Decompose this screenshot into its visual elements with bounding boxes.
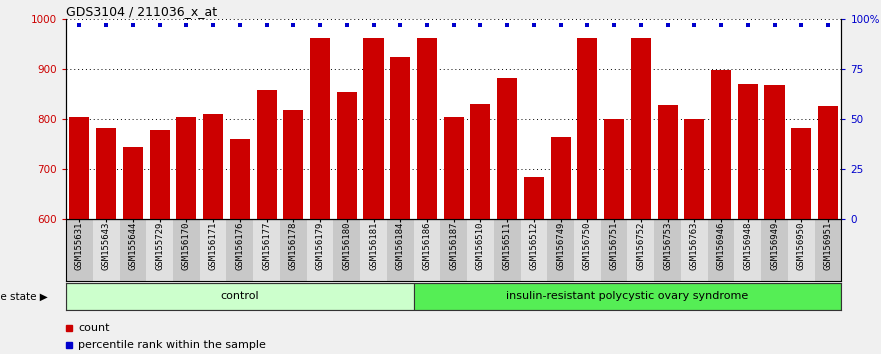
Bar <box>765 85 785 354</box>
Text: GSM156753: GSM156753 <box>663 221 672 270</box>
Text: GSM156948: GSM156948 <box>744 221 752 270</box>
Bar <box>521 219 547 281</box>
Bar <box>413 219 440 281</box>
Bar <box>707 219 735 281</box>
Text: GSM156763: GSM156763 <box>690 221 699 270</box>
Text: GSM156752: GSM156752 <box>636 221 646 270</box>
Bar <box>470 104 491 354</box>
Bar <box>150 131 170 354</box>
Bar <box>685 119 704 354</box>
Bar <box>253 219 280 281</box>
Bar <box>230 139 250 354</box>
Bar <box>307 219 333 281</box>
Text: control: control <box>220 291 259 302</box>
Text: GSM156184: GSM156184 <box>396 221 404 270</box>
Bar <box>93 219 120 281</box>
Bar <box>176 117 196 354</box>
Bar <box>547 219 574 281</box>
Text: GSM156170: GSM156170 <box>181 221 191 270</box>
Text: GSM156749: GSM156749 <box>556 221 565 270</box>
Bar <box>70 117 90 354</box>
Bar <box>146 219 173 281</box>
Text: GSM156511: GSM156511 <box>503 221 512 270</box>
Bar <box>737 85 758 354</box>
Bar <box>440 219 467 281</box>
Bar <box>631 38 651 354</box>
Bar <box>284 110 303 354</box>
Text: GSM156750: GSM156750 <box>583 221 592 270</box>
Text: count: count <box>78 322 109 332</box>
Bar <box>711 70 731 354</box>
Bar <box>657 105 677 354</box>
Bar <box>204 114 223 354</box>
Bar <box>280 219 307 281</box>
Text: GSM156186: GSM156186 <box>423 221 432 270</box>
Bar <box>390 57 411 354</box>
Bar <box>815 219 841 281</box>
Bar <box>681 219 707 281</box>
Bar <box>577 38 597 354</box>
Text: percentile rank within the sample: percentile rank within the sample <box>78 340 266 350</box>
Bar <box>627 219 655 281</box>
Text: GSM156180: GSM156180 <box>343 221 352 270</box>
Bar <box>364 38 383 354</box>
Bar <box>467 219 494 281</box>
Text: GSM156950: GSM156950 <box>796 221 806 270</box>
Bar <box>604 119 624 354</box>
Text: GDS3104 / 211036_x_at: GDS3104 / 211036_x_at <box>66 5 218 18</box>
Bar <box>574 219 601 281</box>
Bar <box>387 219 413 281</box>
Bar <box>66 219 93 281</box>
Bar <box>788 219 815 281</box>
Bar <box>333 219 360 281</box>
Bar <box>551 137 571 354</box>
Bar <box>173 219 200 281</box>
Text: GSM156187: GSM156187 <box>449 221 458 270</box>
Bar <box>413 283 841 310</box>
Text: GSM156176: GSM156176 <box>235 221 244 270</box>
Text: GSM156178: GSM156178 <box>289 221 298 270</box>
Bar <box>226 219 253 281</box>
Text: insulin-resistant polycystic ovary syndrome: insulin-resistant polycystic ovary syndr… <box>507 291 749 302</box>
Bar <box>497 78 517 354</box>
Bar <box>337 92 357 354</box>
Text: GSM156751: GSM156751 <box>610 221 618 270</box>
Bar <box>417 38 437 354</box>
Bar <box>66 283 413 310</box>
Bar <box>735 219 761 281</box>
Text: GSM156181: GSM156181 <box>369 221 378 270</box>
Text: GSM156949: GSM156949 <box>770 221 779 270</box>
Text: GSM156171: GSM156171 <box>209 221 218 270</box>
Bar <box>360 219 387 281</box>
Bar <box>791 128 811 354</box>
Text: GSM155644: GSM155644 <box>129 221 137 270</box>
Bar <box>200 219 226 281</box>
Text: GSM155729: GSM155729 <box>155 221 164 270</box>
Bar <box>761 219 788 281</box>
Text: GSM156177: GSM156177 <box>262 221 271 270</box>
Bar <box>524 177 544 354</box>
Text: GSM156512: GSM156512 <box>529 221 538 270</box>
Text: GSM156179: GSM156179 <box>315 221 324 270</box>
Text: GSM156946: GSM156946 <box>716 221 726 270</box>
Text: GSM155643: GSM155643 <box>101 221 111 270</box>
Text: disease state ▶: disease state ▶ <box>0 291 48 302</box>
Text: GSM155631: GSM155631 <box>75 221 84 270</box>
Bar <box>310 38 330 354</box>
Text: GSM156510: GSM156510 <box>476 221 485 270</box>
Bar <box>818 107 838 354</box>
Bar <box>120 219 146 281</box>
Text: GSM156951: GSM156951 <box>824 221 833 270</box>
Bar <box>655 219 681 281</box>
Bar <box>256 91 277 354</box>
Bar <box>601 219 627 281</box>
Bar <box>96 128 116 354</box>
Bar <box>494 219 521 281</box>
Bar <box>122 148 143 354</box>
Bar <box>444 117 463 354</box>
